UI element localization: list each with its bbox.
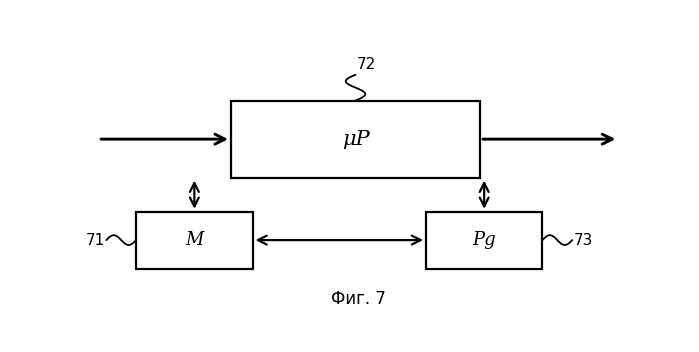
- Bar: [231, 101, 480, 178]
- Text: M: M: [185, 231, 203, 249]
- Text: Фиг. 7: Фиг. 7: [331, 290, 386, 308]
- Bar: [426, 212, 542, 269]
- Text: 73: 73: [573, 233, 593, 247]
- Text: μP: μP: [342, 130, 369, 149]
- Text: Pg: Pg: [473, 231, 496, 249]
- Text: 71: 71: [86, 233, 105, 247]
- Bar: [136, 212, 252, 269]
- Text: 72: 72: [356, 57, 376, 72]
